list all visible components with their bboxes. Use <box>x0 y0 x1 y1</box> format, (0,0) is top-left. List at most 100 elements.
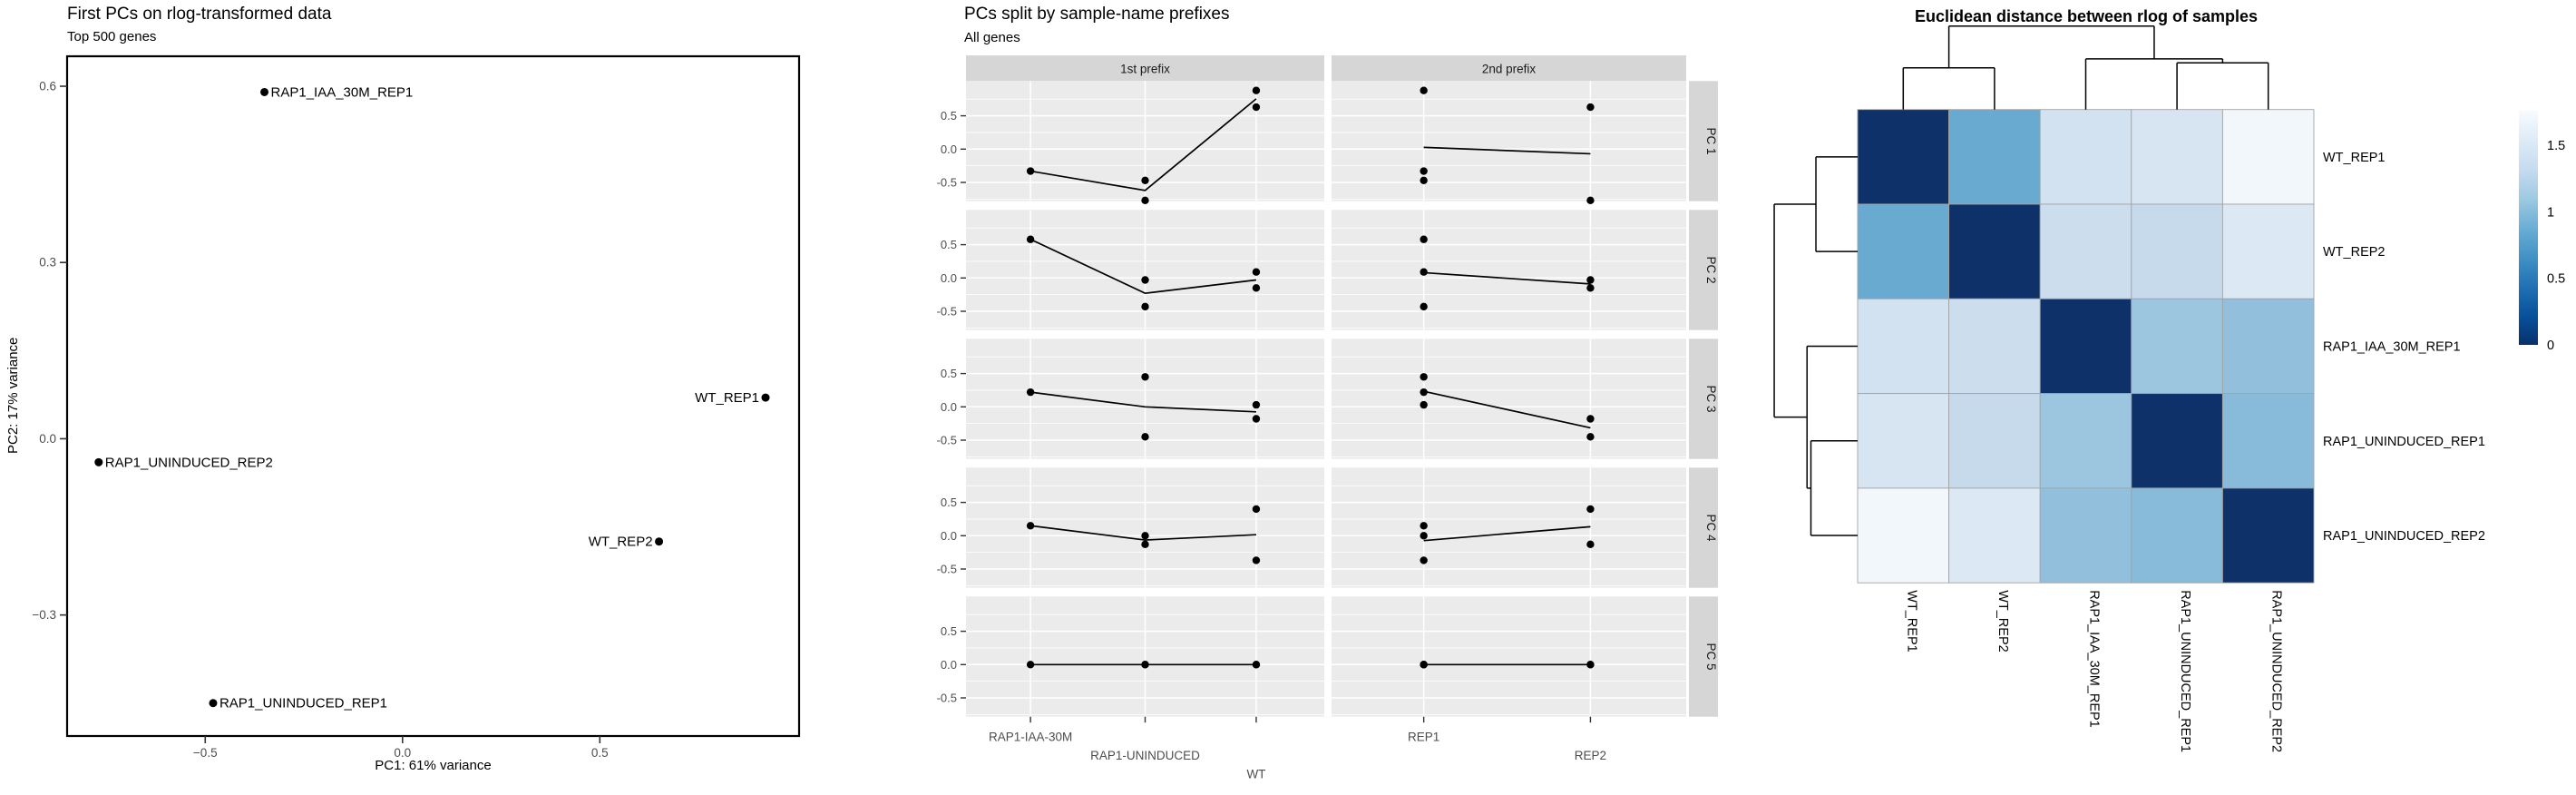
heatmap-cell <box>2039 109 2132 205</box>
heatmap-cell <box>2221 393 2315 489</box>
facet-point <box>1141 433 1149 441</box>
facet-y-tick-label: 0.0 <box>941 400 957 414</box>
facet-mean-line <box>1029 98 1257 191</box>
heatmap-cell <box>2131 487 2223 584</box>
facet-point <box>1586 505 1595 514</box>
facet-point <box>1586 415 1595 423</box>
heatmap-row-label: RAP1_UNINDUCED_REP2 <box>2323 529 2485 544</box>
facet-point <box>1252 284 1261 292</box>
legend-tick-label: 0 <box>2547 339 2554 353</box>
facet-point <box>1141 176 1149 184</box>
facet-point <box>1141 540 1149 549</box>
heatmap-cell <box>2039 203 2132 299</box>
facet-x-tick-label: REP1 <box>1408 731 1439 744</box>
facet-strip-top-label: 1st prefix <box>1120 63 1170 76</box>
heatmap-color-legend <box>2519 111 2538 345</box>
facet-point <box>1420 532 1428 540</box>
pca-point-label: RAP1_UNINDUCED_REP2 <box>105 455 273 470</box>
facet-y-tick-label: 0.0 <box>941 142 957 156</box>
facet-mean-line <box>1029 391 1256 413</box>
heatmap-cell <box>2221 298 2315 395</box>
facet-y-tick-label: -0.5 <box>937 176 957 190</box>
pca-title: First PCs on rlog-transformed data <box>67 5 332 24</box>
facet-strip-right <box>1689 81 1718 201</box>
pca-scatter-chart: 0.6 0.3 0.0 −0.3 −0.5 0.0 0.5 RAP1_IAA_30M_REP1… <box>32 54 801 760</box>
heatmap-cell <box>1857 393 1950 489</box>
facet-strip-right-label: PC 1 <box>1704 127 1718 154</box>
facet-strip-right-label: PC 4 <box>1704 514 1718 542</box>
heatmap-cell <box>1948 393 2041 489</box>
pca-point-label: RAP1_UNINDUCED_REP1 <box>220 696 387 712</box>
facet-point <box>1252 415 1261 423</box>
facet-strip-top <box>1332 55 1686 82</box>
facet-mean-line <box>1029 238 1257 295</box>
facet-y-tick-label: 0.5 <box>941 238 957 251</box>
facet-mean-line <box>1423 525 1591 542</box>
heatmap-cell <box>2131 298 2223 395</box>
heatmap-row-label: WT_REP1 <box>2323 151 2386 165</box>
facet-point <box>1420 388 1428 397</box>
facet-strip-right <box>1689 339 1718 459</box>
facet-point <box>1252 86 1261 94</box>
heatmap-cell <box>1948 487 2041 584</box>
facet-point <box>1586 196 1595 205</box>
pca-point <box>209 699 218 708</box>
facet-point <box>1252 556 1261 564</box>
heatmap-cell <box>1857 109 1950 205</box>
heatmap-cell <box>2131 109 2223 205</box>
x-tick-label: −0.5 <box>193 746 218 760</box>
pca-point <box>761 393 770 402</box>
pca-subtitle: Top 500 genes <box>67 29 157 44</box>
distance-heatmap-chart: WT_REP1 WT_REP2 RAP1_IAA_30M_REP1 RAP1_UNIN… <box>1773 25 2565 752</box>
facet-panel <box>1332 339 1686 459</box>
pca-point-label: WT_REP2 <box>589 535 653 550</box>
heatmap-cell <box>1948 298 2041 395</box>
pca-point-label: RAP1_IAA_30M_REP1 <box>271 84 414 100</box>
pca-y-axis-label: PC2: 17% variance <box>5 337 21 455</box>
facet-strip-right-label: PC 3 <box>1704 385 1718 412</box>
heatmap-cell <box>2131 203 2223 299</box>
heatmap-cell <box>2221 203 2315 299</box>
facet-point <box>1252 505 1261 514</box>
facet-point <box>1252 268 1261 276</box>
facet-mean-line <box>1423 146 1591 155</box>
facet-x-tick-label: RAP1-IAA-30M <box>989 731 1072 744</box>
facet-point <box>1141 276 1149 284</box>
heatmap-title: Euclidean distance between rlog of sampl… <box>1914 7 2259 25</box>
heatmap-cell <box>2221 109 2315 205</box>
facet-title: PCs split by sample-name prefixes <box>964 5 1230 24</box>
heatmap-cell <box>2039 298 2132 395</box>
heatmap-row-label: WT_REP2 <box>2323 245 2386 260</box>
facet-point <box>1586 276 1595 284</box>
facet-mean-line <box>1423 271 1591 285</box>
facet-point <box>1586 433 1595 441</box>
facet-x-tick-label: RAP1-UNINDUCED <box>1090 749 1200 762</box>
facet-point <box>1420 556 1428 564</box>
pca-point <box>655 537 664 546</box>
facet-strip-right-label: PC 5 <box>1704 643 1718 670</box>
facet-point <box>1026 522 1035 530</box>
facet-point <box>1252 103 1261 112</box>
heatmap-cell <box>1948 109 2041 205</box>
y-tick-label: 0.6 <box>39 80 56 93</box>
facet-y-tick-label: -0.5 <box>937 692 957 705</box>
facet-point <box>1026 388 1035 397</box>
pc-facet-chart: 1st prefix 2nd prefix PC 1 0.5 0.0 -0.5 PC 2 0.… <box>937 55 1718 781</box>
facet-y-tick-label: -0.5 <box>937 434 957 447</box>
facet-point <box>1141 196 1149 205</box>
heatmap-col-label: RAP1_IAA_30M_REP1 <box>2087 590 2102 728</box>
facet-point <box>1586 284 1595 292</box>
facet-point <box>1420 400 1428 409</box>
heatmap-col-label: RAP1_UNINDUCED_REP2 <box>2269 590 2284 752</box>
facet-y-tick-label: 0.0 <box>941 658 957 672</box>
y-tick-label: 0.0 <box>39 432 56 446</box>
facet-point <box>1026 661 1035 669</box>
heatmap-col-label: RAP1_UNINDUCED_REP1 <box>2178 590 2192 752</box>
facet-point <box>1252 400 1261 409</box>
heatmap-col-label: WT_REP1 <box>1904 590 1918 653</box>
facet-point <box>1420 373 1428 381</box>
facet-point <box>1420 235 1428 243</box>
heatmap-cell <box>1857 203 1950 299</box>
heatmap-cell <box>2039 487 2132 584</box>
